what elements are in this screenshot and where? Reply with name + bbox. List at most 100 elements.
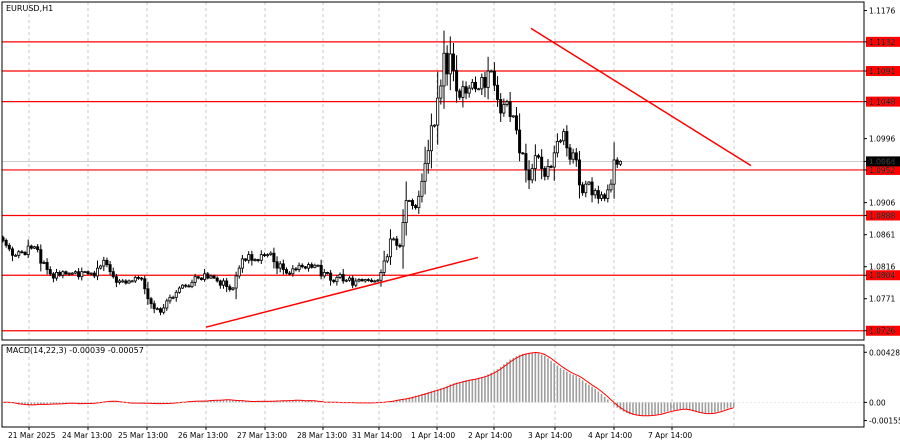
candle-body <box>174 291 178 298</box>
candle-body <box>203 273 207 280</box>
candle-body <box>527 169 531 181</box>
candle-body <box>540 156 544 169</box>
level-label: 1.0804 <box>869 271 895 280</box>
candle-body <box>102 259 106 267</box>
price-tick-label: 1.1176 <box>869 7 895 16</box>
candle-body <box>36 246 40 251</box>
x-tick-label: 2 Apr 14:00 <box>468 431 512 440</box>
candle-body <box>240 258 244 269</box>
candle-body <box>473 82 477 90</box>
candle-body <box>10 248 14 256</box>
candle-body <box>133 276 137 282</box>
candle-body <box>272 252 276 263</box>
candle-body <box>247 254 251 261</box>
candle-body <box>398 244 402 247</box>
symbol-label: EURUSD,H1 <box>6 4 53 13</box>
candle-body <box>502 104 506 114</box>
candle-body <box>300 264 304 268</box>
candle-body <box>335 276 339 283</box>
x-tick-label: 4 Apr 14:00 <box>588 431 632 440</box>
candle-body <box>73 271 77 274</box>
candle-body <box>218 280 222 286</box>
candle-body <box>143 278 147 290</box>
candle-body <box>29 245 33 249</box>
candle-body <box>451 53 455 71</box>
candle-body <box>33 246 37 249</box>
candle-body <box>489 70 493 73</box>
macd-tick-label: 0.00428 <box>869 348 900 357</box>
candle-body <box>426 150 430 164</box>
candle-body <box>225 280 229 288</box>
candle-body <box>281 263 285 270</box>
candle-body <box>23 252 27 256</box>
candle-body <box>322 271 326 277</box>
price-tick-label: 1.0996 <box>869 135 895 144</box>
candle-body <box>496 84 500 100</box>
candle-body <box>410 200 414 206</box>
candle-body <box>612 159 616 185</box>
x-tick-label: 21 Mar 2025 <box>8 431 56 440</box>
candle-body <box>379 271 383 281</box>
level-label-box <box>866 325 900 336</box>
candle-body <box>155 308 159 311</box>
level-label-box <box>866 96 900 107</box>
candle-body <box>549 165 553 168</box>
candle-body <box>17 251 21 256</box>
x-tick-label: 27 Mar 13:00 <box>237 431 287 440</box>
candle-body <box>14 254 18 257</box>
candle-body <box>357 279 361 282</box>
candle-body <box>514 115 518 131</box>
candle-body <box>568 147 572 160</box>
level-label: 1.1091 <box>869 67 895 76</box>
candle-body <box>108 264 112 273</box>
candle-body <box>253 259 257 261</box>
candle-body <box>615 159 619 165</box>
candle-body <box>486 70 490 88</box>
candle-body <box>524 153 528 171</box>
macd-panel <box>2 351 864 417</box>
candle-body <box>140 277 144 280</box>
candle-body <box>445 52 449 75</box>
candle-body <box>55 271 59 279</box>
candle-body <box>518 129 522 154</box>
candle-body <box>45 262 49 270</box>
candle-body <box>508 101 512 117</box>
level-label: 1.1132 <box>869 38 895 47</box>
price-tick-label: 1.0816 <box>869 263 895 272</box>
candle-body <box>382 260 386 273</box>
candle-body <box>111 271 115 278</box>
candle-body <box>392 238 396 241</box>
level-label: 1.0726 <box>869 327 895 336</box>
level-label-box <box>866 36 900 47</box>
candle-body <box>297 264 301 270</box>
candle-body <box>433 124 437 127</box>
candle-body <box>256 259 260 261</box>
x-tick-label: 31 Mar 14:00 <box>352 431 402 440</box>
candle-body <box>609 183 613 191</box>
candle-body <box>341 274 345 282</box>
level-label: 1.0888 <box>869 211 895 220</box>
candle-body <box>483 77 487 88</box>
candle-body <box>118 280 122 283</box>
price-tick-label: 1.0861 <box>869 231 895 240</box>
candle-body <box>590 181 594 196</box>
labels: EURUSD,H1 MACD(14,22,3) -0.00039 -0.0005… <box>6 4 144 355</box>
current-price-label: 1.0964 <box>869 157 895 166</box>
macd-label: MACD(14,22,3) -0.00039 -0.00057 <box>6 346 144 355</box>
x-tick-label: 7 Apr 14:00 <box>648 431 692 440</box>
candle-body <box>303 266 307 269</box>
level-lines: 1.1132 1.1091 1.1048 1.0952 1.0888 1.0804 1.07… <box>2 36 900 336</box>
candle-body <box>511 115 515 118</box>
candle-body <box>278 263 282 269</box>
price-tick-label: 1.0804 <box>869 271 895 280</box>
x-tick-label: 25 Mar 13:00 <box>118 431 168 440</box>
candle-body <box>373 280 377 283</box>
candle-body <box>184 284 188 287</box>
price-tick-label: 1.0726 <box>869 327 895 336</box>
candle-body <box>86 271 90 275</box>
x-tick-label: 3 Apr 14:00 <box>528 431 572 440</box>
candle-body <box>546 165 550 177</box>
candle-body <box>250 254 254 261</box>
candle-body <box>162 307 166 313</box>
